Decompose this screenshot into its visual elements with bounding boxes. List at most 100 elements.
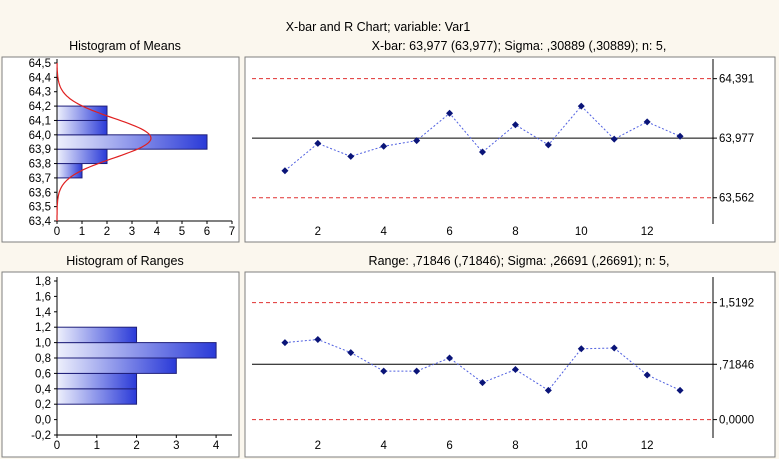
main-title: X-bar and R Chart; variable: Var1 (286, 20, 471, 34)
means-hist-y-tick-label: 63,4 (29, 216, 52, 228)
xbar-limit-label: 64,391 (719, 74, 754, 86)
means-hist-bar (56, 148, 108, 165)
means-hist-x-tick-label: 7 (229, 226, 235, 238)
means-hist-x-tick-label: 3 (129, 226, 135, 238)
ranges-hist-x-tick-label: 4 (213, 440, 220, 452)
ranges-hist-bar (56, 372, 138, 390)
range-data-point (544, 386, 552, 394)
means-hist-y-tick-label: 63,5 (29, 202, 51, 214)
ranges-hist-y-tick-label: 1,2 (35, 322, 51, 334)
means-hist-x-tick-label: 0 (54, 226, 60, 238)
ranges-hist-y-tick-label: 1,0 (35, 338, 51, 350)
means-hist-bar (56, 163, 83, 179)
range-data-point (511, 366, 519, 374)
range-data-point (446, 354, 454, 362)
means-hist-y-tick-label: 63,6 (29, 187, 51, 199)
range-subtitle: Range: ,71846 (,71846); Sigma: ,26691 (,… (369, 254, 670, 268)
xbar-chart-plot: 64,391 63,977 63,562 2 4 6 8 10 12 (252, 59, 754, 238)
ranges-hist-y-tick-label: 0,2 (35, 399, 51, 411)
range-limit-label: 0,0000 (719, 415, 754, 427)
ranges-hist-y-tick-label: 1,6 (35, 291, 51, 303)
range-data-point (577, 345, 585, 353)
ranges-hist-y-tick-label: 1,8 (35, 276, 51, 288)
means-histogram-title: Histogram of Means (69, 39, 181, 53)
xbar-x-tick-label: 10 (575, 226, 588, 238)
means-hist-bar (56, 119, 108, 136)
range-chart-plot: 1,5192 ,71846 0,0000 2 4 6 8 10 12 (252, 277, 754, 452)
means-hist-x-tick-label: 1 (79, 226, 85, 238)
ranges-hist-y-tick-label: 1,4 (35, 307, 52, 319)
xbar-subtitle: X-bar: 63,977 (63,977); Sigma: ,30889 (,… (372, 39, 667, 53)
ranges-hist-y-tick-label: -0,2 (31, 430, 51, 442)
ranges-hist-bar (56, 388, 138, 405)
means-hist-bar (56, 134, 208, 150)
range-x-tick-label: 6 (446, 440, 452, 452)
xbar-x-tick-label: 8 (512, 226, 518, 238)
ranges-hist-x-tick-label: 0 (54, 440, 60, 452)
xbar-x-tick-label: 2 (315, 226, 321, 238)
xbar-data-point (380, 142, 388, 150)
means-hist-y-tick-label: 63,8 (29, 159, 51, 171)
range-x-tick-label: 8 (512, 440, 518, 452)
ranges-hist-y-tick-label: 0,6 (35, 368, 51, 380)
xbar-data-point (314, 139, 322, 147)
range-x-tick-label: 2 (315, 440, 321, 452)
range-data-point (380, 367, 388, 375)
means-histogram-plot: 64,5 64,4 64,3 64,2 64,1 64,0 63,9 63,8 63,7 63,6… (29, 58, 236, 238)
xbar-x-tick-label: 12 (641, 226, 654, 238)
means-hist-x-tick-label: 4 (154, 226, 161, 238)
means-hist-y-tick-label: 64,4 (29, 72, 52, 84)
xbar-data-point (511, 121, 519, 129)
ranges-hist-bar (56, 342, 217, 359)
means-hist-y-tick-label: 64,2 (29, 101, 51, 113)
range-data-point (676, 386, 684, 394)
range-x-tick-label: 12 (641, 440, 654, 452)
xbar-data-point (347, 152, 355, 160)
xbar-data-point (281, 167, 289, 175)
means-hist-x-tick-label: 6 (204, 226, 210, 238)
range-data-point (281, 339, 289, 347)
xbar-limit-label: 63,562 (719, 193, 754, 205)
range-data-point (610, 344, 618, 352)
means-hist-x-tick-label: 2 (104, 226, 110, 238)
range-data-point (479, 379, 486, 387)
means-hist-y-tick-label: 63,9 (29, 144, 51, 156)
xbar-data-point (544, 141, 552, 149)
ranges-hist-x-tick-label: 3 (173, 440, 179, 452)
ranges-histogram-plot: 1,8 1,6 1,4 1,2 1,0 0,8 0,6 0,4 0,2 0,0 -0,20 1 2 3 4 (31, 276, 232, 452)
ranges-hist-y-tick-label: 0,8 (35, 353, 51, 365)
means-hist-x-tick-label: 5 (179, 226, 185, 238)
range-x-tick-label: 4 (381, 440, 388, 452)
means-hist-normal-curve (56, 63, 152, 221)
xbar-data-point (643, 118, 651, 126)
range-data-point (413, 367, 421, 375)
ranges-hist-x-tick-label: 1 (94, 440, 100, 452)
ranges-hist-bar (56, 357, 177, 374)
xbar-x-tick-label: 6 (446, 226, 452, 238)
xbar-data-point (413, 137, 421, 145)
range-data-point (314, 336, 322, 344)
range-limit-label: 1,5192 (719, 298, 754, 310)
ranges-histogram-title: Histogram of Ranges (66, 254, 183, 268)
means-hist-y-tick-label: 63,7 (29, 173, 51, 185)
xbar-data-point (446, 109, 454, 117)
means-hist-y-tick-label: 64,1 (29, 115, 51, 127)
range-data-point (643, 371, 651, 379)
xbar-data-point (610, 135, 618, 143)
xbar-x-tick-label: 4 (381, 226, 388, 238)
range-x-tick-label: 10 (575, 440, 588, 452)
range-data-point (347, 349, 355, 357)
xbar-data-point (676, 132, 684, 140)
ranges-hist-y-tick-label: 0,4 (35, 384, 52, 396)
xbar-chart-frame (244, 56, 776, 243)
means-hist-y-tick-label: 64,5 (29, 58, 51, 70)
xbar-limit-label: 63,977 (719, 133, 754, 145)
xbar-data-point (577, 102, 585, 110)
ranges-hist-y-tick-label: 0,0 (35, 415, 51, 427)
means-hist-y-tick-label: 64,3 (29, 87, 51, 99)
xbar-data-point (479, 148, 486, 156)
ranges-hist-x-tick-label: 2 (133, 440, 139, 452)
means-hist-y-tick-label: 64,0 (29, 130, 51, 142)
range-limit-label: ,71846 (719, 359, 754, 371)
